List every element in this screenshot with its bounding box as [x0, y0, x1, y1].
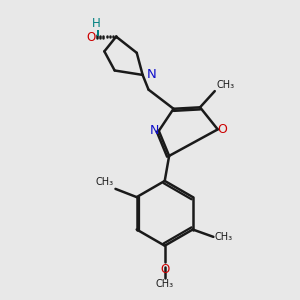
Text: H: H	[92, 17, 101, 30]
Text: O: O	[217, 123, 227, 136]
Text: O: O	[87, 31, 96, 44]
Text: N: N	[147, 68, 157, 81]
Text: CH₃: CH₃	[156, 279, 174, 289]
Text: N: N	[150, 124, 159, 137]
Text: CH₃: CH₃	[216, 80, 234, 90]
Text: CH₃: CH₃	[96, 177, 114, 188]
Text: O: O	[160, 263, 169, 276]
Text: CH₃: CH₃	[215, 232, 233, 242]
